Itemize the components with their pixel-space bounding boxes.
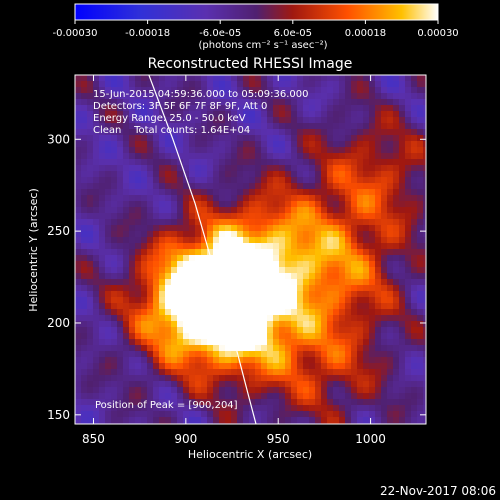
y-tick-label: 300 — [47, 132, 70, 146]
info-time-range: 15-Jun-2015 04:59:36.000 to 05:09:36.000 — [93, 89, 309, 100]
solar-limb-curve — [148, 75, 257, 424]
info-clean-counts: Clean Total counts: 1.64E+04 — [93, 125, 250, 136]
x-tick-label: 1000 — [355, 432, 386, 446]
colorbar-tick-label: 0.00030 — [417, 28, 458, 39]
colorbar-ticks: -0.00030 -0.00018 -6.0e-05 6.0e-05 0.00018 0.… — [53, 20, 459, 39]
colorbar-unit-label: (photons cm⁻² s⁻¹ asec⁻²) — [198, 40, 327, 51]
x-tick-label: 950 — [267, 432, 290, 446]
observation-info: 15-Jun-2015 04:59:36.000 to 05:09:36.000… — [93, 89, 309, 136]
y-axis: 150 200 250 300 — [47, 132, 426, 422]
x-axis-label: Heliocentric X (arcsec) — [188, 448, 312, 461]
x-axis: 850 900 950 1000 — [82, 75, 386, 446]
heatmap-image — [75, 75, 426, 424]
colorbar-tick-label: -0.00018 — [125, 28, 170, 39]
footer-date: 22-Nov-2017 08:06 — [380, 484, 496, 498]
x-tick-label: 850 — [82, 432, 105, 446]
y-axis-label: Heliocentric Y (arcsec) — [27, 188, 40, 312]
colorbar-tick-label: 0.00018 — [345, 28, 386, 39]
peak-position-label: Position of Peak = [900,204] — [95, 400, 238, 411]
info-detectors: Detectors: 3F 5F 6F 7F 8F 9F, Att 0 — [93, 101, 267, 112]
colorbar — [74, 3, 439, 21]
y-tick-label: 250 — [47, 224, 70, 238]
y-tick-label: 150 — [47, 408, 70, 422]
colorbar-tick-label: -0.00030 — [53, 28, 98, 39]
colorbar-tick-label: -6.0e-05 — [199, 28, 241, 39]
y-tick-label: 200 — [47, 316, 70, 330]
x-tick-label: 900 — [174, 432, 197, 446]
plot-frame — [74, 74, 427, 425]
colorbar-tick-label: 6.0e-05 — [274, 28, 312, 39]
info-energy-range: Energy Range: 25.0 - 50.0 keV — [93, 113, 246, 124]
chart-title: Reconstructed RHESSI Image — [148, 56, 353, 72]
